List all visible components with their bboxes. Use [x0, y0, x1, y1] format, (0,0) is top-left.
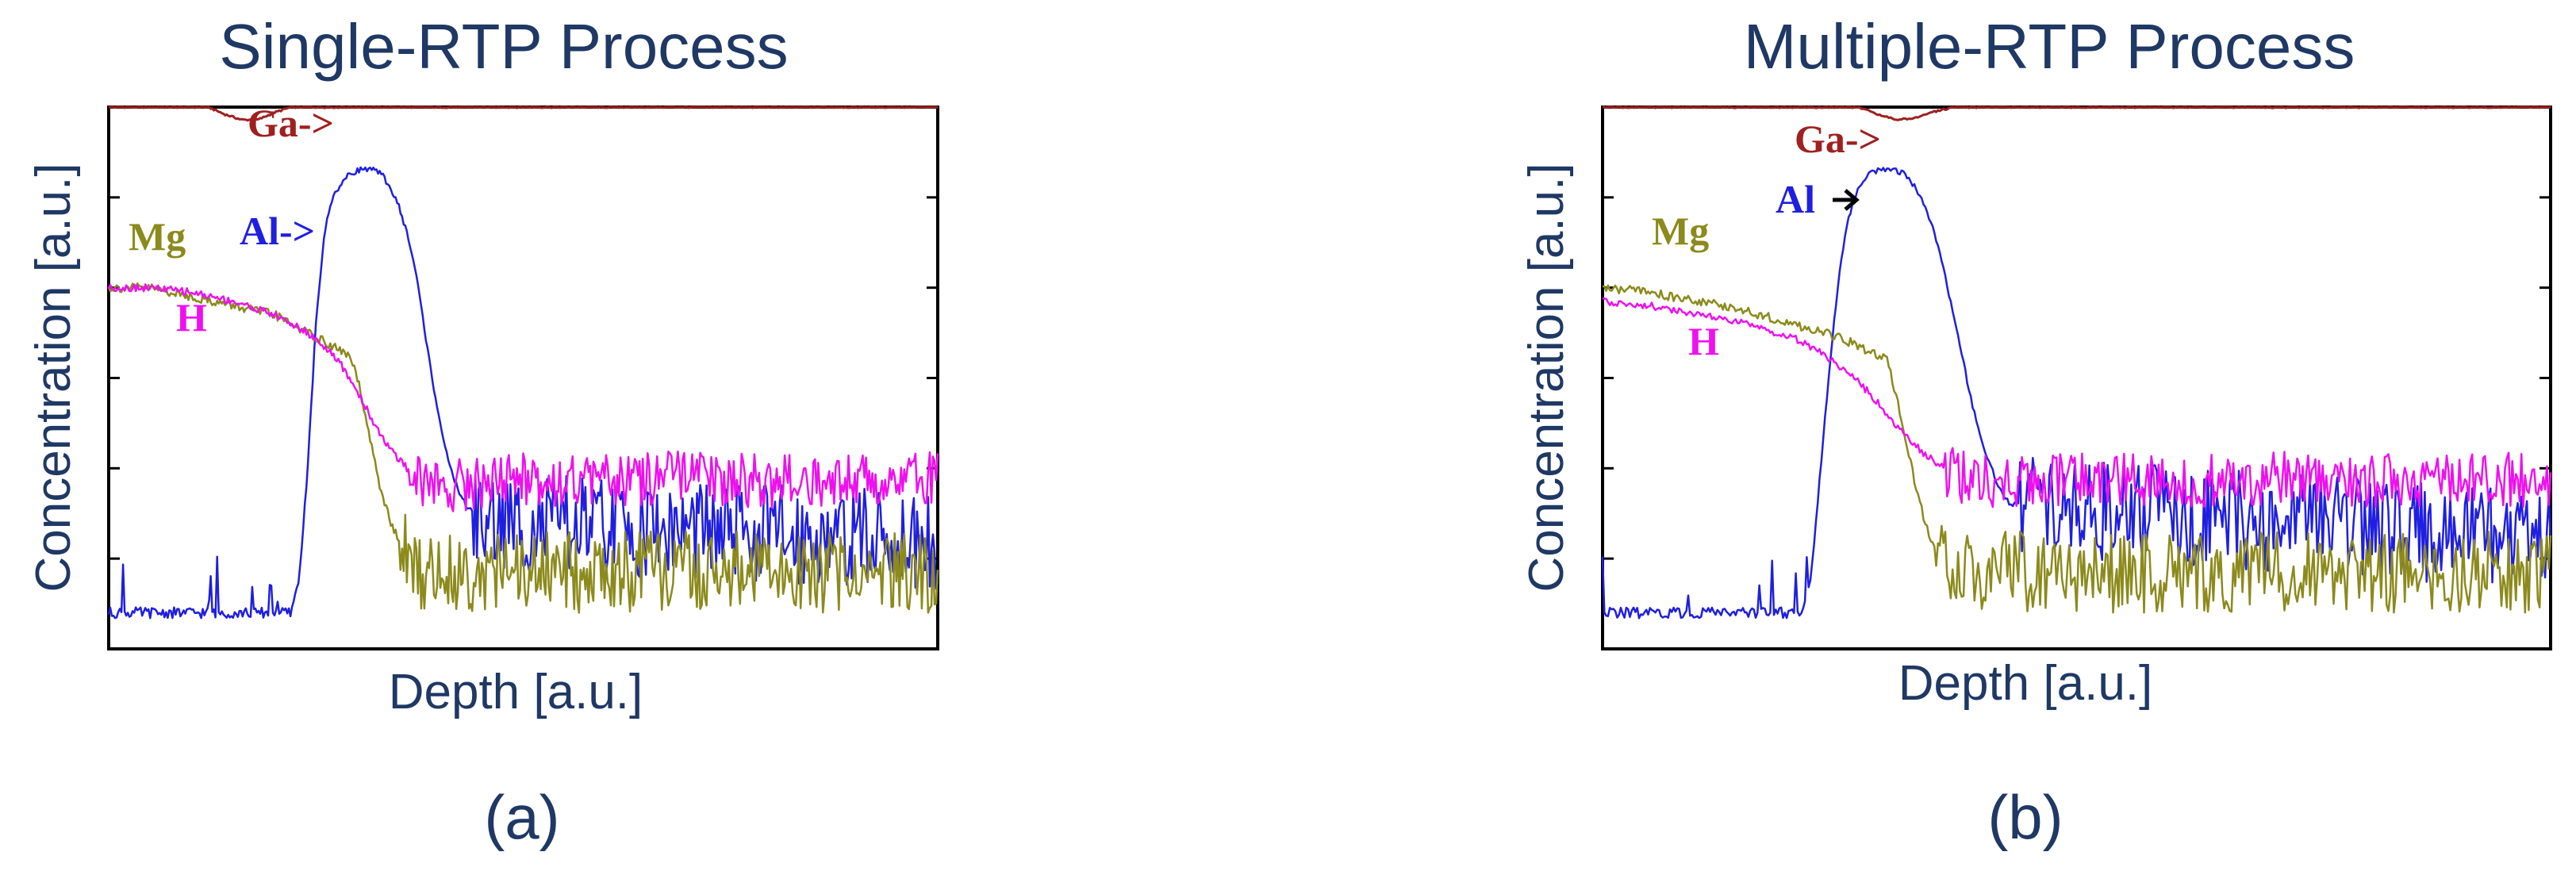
series-layer [1601, 106, 2552, 620]
panel-caption: (b) [1987, 782, 2063, 852]
panel-caption: (a) [484, 782, 559, 852]
series-layer [107, 106, 939, 620]
series-line-h [107, 283, 939, 512]
y-axis-label: Concentration [a.u.] [1519, 163, 1574, 592]
series-label-mg: Mg [1652, 209, 1709, 253]
arrow-icon [1833, 189, 1860, 211]
series-line-ga [1603, 106, 2551, 121]
series-label-h: H [176, 295, 207, 340]
panel-single-rtp: Single-RTP Process Ga-> Al-> Mg H Concentra… [26, 11, 939, 852]
series-label-al: Al-> [240, 209, 315, 253]
series-line-ga [108, 106, 939, 122]
series-label-ga: Ga-> [1795, 117, 1881, 161]
series-label-h: H [1688, 319, 1719, 363]
x-axis-label: Depth [a.u.] [389, 665, 643, 719]
series-label-mg: Mg [129, 214, 186, 259]
series-line-mg [1602, 284, 2552, 614]
series-label-al: Al [1776, 177, 1815, 221]
series-line-mg [107, 282, 939, 614]
series-line-al [1601, 167, 2552, 620]
y-axis-label: Concentration [a.u.] [26, 163, 81, 592]
series-labels: Ga-> Al Mg H [1652, 117, 1881, 363]
x-axis-label: Depth [a.u.] [1898, 656, 2153, 711]
chart-title: Multiple-RTP Process [1744, 11, 2355, 82]
chart-title: Single-RTP Process [219, 11, 788, 82]
series-labels: Ga-> Al-> Mg H [129, 101, 334, 340]
panel-multiple-rtp: Multiple-RTP Process Ga-> Al Mg H Concentra… [1519, 11, 2552, 852]
series-label-ga: Ga-> [248, 101, 334, 145]
series-line-h [1602, 297, 2552, 508]
